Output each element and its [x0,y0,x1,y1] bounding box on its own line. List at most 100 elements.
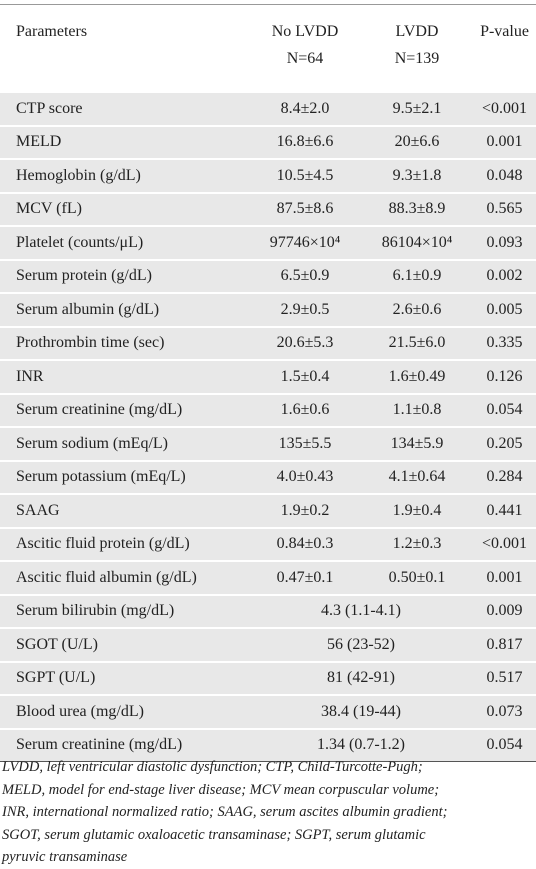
table-row: SAAG 1.9±0.2 1.9±0.4 0.441 [0,493,536,528]
footnote-line: pyruvic transaminase [2,849,128,865]
cell: 0.001 [473,124,536,159]
header-cell: No LVDD N=64 [249,6,361,93]
table-body: CTP score 8.4±2.0 9.5±2.1 <0.001 MELD 16.8±6.… [0,91,536,762]
table-row: Ascitic fluid protein (g/dL) 0.84±0.3 1.2±… [0,526,536,561]
cell: 4.1±0.64 [361,459,473,494]
cell: 134±5.9 [361,426,473,461]
rule [0,4,536,5]
cell: 1.9±0.2 [249,493,361,528]
cell: 135±5.5 [249,426,361,461]
cell: 8.4±2.0 [249,91,361,126]
row-label: Hemoglobin (g/dL) [0,158,249,193]
table-row: MCV (fL) 87.5±8.6 88.3±8.9 0.565 [0,191,536,226]
cell: 38.4 (19-44) [249,694,473,729]
cell: 9.5±2.1 [361,91,473,126]
cell: 2.6±0.6 [361,292,473,327]
table-row: Serum sodium (mEq/L) 135±5.5 134±5.9 0.205 [0,426,536,461]
cell: 0.284 [473,459,536,494]
table-row: Serum potassium (mEq/L) 4.0±0.43 4.1±0.64 0… [0,459,536,494]
table-row: Hemoglobin (g/dL) 10.5±4.5 9.3±1.8 0.048 [0,158,536,193]
cell: 10.5±4.5 [249,158,361,193]
footnote-line: INR, international normalized ratio; SAA… [2,804,448,820]
table-header: Parameters No LVDD N=64 LVDD N=139 P-value [0,6,536,93]
table-row: Prothrombin time (sec) 20.6±5.3 21.5±6.0 0.… [0,325,536,360]
row-label: Serum albumin (g/dL) [0,292,249,327]
cell: 87.5±8.6 [249,191,361,226]
table-row: Platelet (counts/μL) 97746×10⁴ 86104×10⁴ 0.… [0,225,536,260]
header-text: No LVDD [271,23,339,40]
header-text: N=139 [394,50,440,67]
table-row: Serum albumin (g/dL) 2.9±0.5 2.6±0.6 0.005 [0,292,536,327]
row-label: SAAG [0,493,249,528]
table-row: CTP score 8.4±2.0 9.5±2.1 <0.001 [0,91,536,126]
table-row: Serum protein (g/dL) 6.5±0.9 6.1±0.9 0.002 [0,258,536,293]
cell: 0.565 [473,191,536,226]
cell: 2.9±0.5 [249,292,361,327]
cell: 0.048 [473,158,536,193]
cell: 56 (23-52) [249,627,473,662]
header-text: N=64 [286,50,324,67]
cell: 0.093 [473,225,536,260]
header-cell: P-value [473,6,536,93]
header-text: LVDD [395,23,439,40]
cell: 0.009 [473,593,536,628]
cell: 1.34 (0.7-1.2) [249,727,473,762]
row-label: Serum sodium (mEq/L) [0,426,249,461]
cell: 0.335 [473,325,536,360]
cell: 20.6±5.3 [249,325,361,360]
table-row: SGPT (U/L) 81 (42-91) 0.517 [0,660,536,695]
row-label: Blood urea (mg/dL) [0,694,249,729]
row-label: Serum creatinine (mg/dL) [0,727,249,762]
table-row: SGOT (U/L) 56 (23-52) 0.817 [0,627,536,662]
cell: 97746×10⁴ [249,225,361,260]
cell: 0.073 [473,694,536,729]
cell: 1.5±0.4 [249,359,361,394]
cell: 0.054 [473,727,536,762]
row-label: CTP score [0,91,249,126]
cell: 0.001 [473,560,536,595]
cell: 1.2±0.3 [361,526,473,561]
cell: 0.84±0.3 [249,526,361,561]
cell: 4.0±0.43 [249,459,361,494]
cell: 0.517 [473,660,536,695]
cell: 0.005 [473,292,536,327]
footnote-line: MELD, model for end-stage liver disease;… [2,781,440,798]
row-label: Serum bilirubin (mg/dL) [0,593,249,628]
cell: 0.441 [473,493,536,528]
table-row: Serum creatinine (mg/dL) 1.34 (0.7-1.2) 0.… [0,727,536,762]
cell: 0.054 [473,392,536,427]
cell: 6.5±0.9 [249,258,361,293]
row-label: MELD [0,124,249,159]
cell: 6.1±0.9 [361,258,473,293]
table-row: Serum creatinine (mg/dL) 1.6±0.6 1.1±0.8 0.… [0,392,536,427]
cell: 1.1±0.8 [361,392,473,427]
footnote: LVDD, left ventricular diastolic dysfunc… [2,756,532,869]
cell: 1.6±0.49 [361,359,473,394]
header-cell: Parameters [0,6,249,93]
cell: 0.205 [473,426,536,461]
table-row: Serum bilirubin (mg/dL) 4.3 (1.1-4.1) 0.00… [0,593,536,628]
footnote-line: LVDD, left ventricular diastolic dysfunc… [2,759,423,775]
row-label: Serum protein (g/dL) [0,258,249,293]
footnote-line: SGOT, serum glutamic oxaloacetic transam… [2,826,426,843]
cell: 0.002 [473,258,536,293]
row-label: Serum creatinine (mg/dL) [0,392,249,427]
cell: 21.5±6.0 [361,325,473,360]
row-label: SGPT (U/L) [0,660,249,695]
table-row: Ascitic fluid albumin (g/dL) 0.47±0.1 0.50… [0,560,536,595]
cell: 0.817 [473,627,536,662]
row-label: INR [0,359,249,394]
cell: 1.6±0.6 [249,392,361,427]
cell: 0.126 [473,359,536,394]
row-label: MCV (fL) [0,191,249,226]
table-row: INR 1.5±0.4 1.6±0.49 0.126 [0,359,536,394]
cell: 86104×10⁴ [361,225,473,260]
cell: 0.47±0.1 [249,560,361,595]
table-row: Blood urea (mg/dL) 38.4 (19-44) 0.073 [0,694,536,729]
data-table: Parameters No LVDD N=64 LVDD N=139 P-value CT… [0,6,536,762]
row-label: Prothrombin time (sec) [0,325,249,360]
cell: 16.8±6.6 [249,124,361,159]
cell: <0.001 [473,526,536,561]
row-label: Serum potassium (mEq/L) [0,459,249,494]
header-text: Parameters [16,23,88,40]
